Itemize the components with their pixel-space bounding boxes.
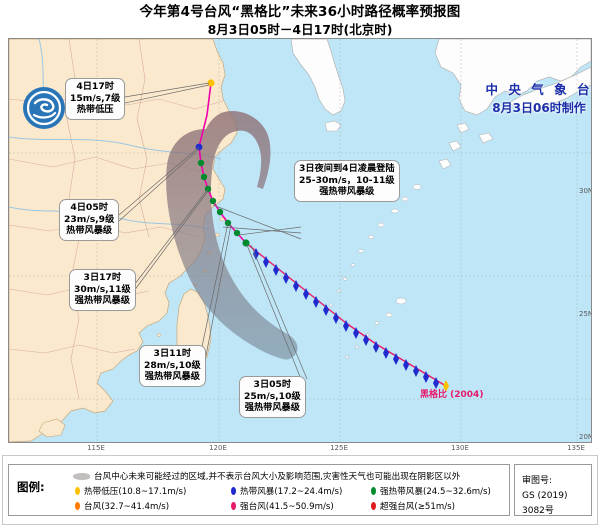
lon-tick-130e: 130E: [451, 444, 469, 452]
callout-intensity: 15m/s,7级: [70, 92, 121, 104]
legend-dot-icon: [231, 502, 236, 510]
island-japan-small1: [456, 122, 470, 134]
callout-time: 3日05时: [253, 379, 292, 390]
legend-dot-icon: [371, 487, 376, 495]
legend-dot-icon: [75, 502, 80, 510]
callout-leader-lines: [118, 82, 308, 380]
legend-item-severe-tropical-storm: 强热带风暴(24.5~32.6m/s): [371, 485, 491, 497]
lat-tick-25n: 25N: [579, 310, 591, 318]
map-inner: 中 央 气 象 台 8月3日06时制作 黑格比 (2004) 4日17时 15m…: [9, 39, 591, 442]
landfall-line1: 3日夜间到4日凌晨登陆: [299, 163, 395, 174]
typhoon-name-label: 黑格比 (2004): [420, 387, 483, 400]
legend-cone-note: 台风中心未来可能经过的区域,并不表示台风大小及影响范围,灾害性天气也可能出现在阴…: [73, 470, 460, 482]
callout-time: 4日17时: [76, 81, 114, 92]
lon-tick-115e: 115E: [87, 444, 105, 452]
cma-watermark-line1: 中 央 气 象 台: [485, 82, 591, 97]
callout-fcst-4d05[interactable]: 4日05时 23m/s,9级 热带风暴级: [59, 199, 120, 241]
track-origin-point: [443, 380, 449, 392]
typhoon-code-text: (2004): [450, 390, 484, 400]
legend-dot-icon: [75, 487, 80, 495]
legend-item-severe-typhoon: 强台风(41.5~50.9m/s): [231, 500, 334, 512]
legend-item-typhoon: 台风(32.7~41.4m/s): [75, 500, 169, 512]
callout-category: 热带低压: [76, 104, 114, 115]
lon-tick-120e: 120E: [209, 444, 227, 452]
page-title: 今年第4号台风“黑格比”未来36小时路径概率预报图: [139, 4, 461, 20]
island-japan-small4: [438, 158, 452, 170]
cma-watermark: 中 央 气 象 台 8月3日06时制作: [477, 79, 591, 116]
map-graphics: [9, 39, 591, 442]
callout-category: 强热带风暴级: [74, 295, 130, 306]
ryukyu-islands: [329, 184, 422, 359]
island-japan-small2: [478, 132, 494, 144]
map-approval-panel: 审图号: GS (2019) 3082号: [514, 464, 592, 516]
legend-item-label: 热带风暴(17.2~24.4m/s): [240, 487, 343, 497]
landfall-line3: 强热带风暴级: [319, 186, 375, 197]
legend-item-tropical-storm: 热带风暴(17.2~24.4m/s): [231, 485, 342, 497]
legend-item-label: 热带低压(10.8~17.1m/s): [84, 487, 187, 497]
landmass-hainan: [38, 418, 66, 438]
legend-item-label: 超强台风(≥51m/s): [380, 502, 455, 512]
cone-swatch-icon: [73, 473, 90, 480]
callout-fcst-4d17[interactable]: 4日17时 15m/s,7级 热带低压: [65, 78, 126, 120]
lon-tick-125e: 125E: [330, 444, 348, 452]
legend-panel: 图例: 台风中心未来可能经过的区域,并不表示台风大小及影响范围,灾害性天气也可能…: [8, 464, 510, 516]
callout-landfall-note[interactable]: 3日夜间到4日凌晨登陆 25-30m/s，10-11级 强热带风暴级: [294, 160, 400, 202]
map-canvas[interactable]: 中 央 气 象 台 8月3日06时制作 黑格比 (2004) 4日17时 15m…: [8, 38, 592, 443]
legend-dot-icon: [371, 502, 376, 510]
landmass-japan-honshu: [508, 66, 591, 112]
lat-tick-30n: 30N: [579, 187, 591, 195]
callout-intensity: 23m/s,9级: [64, 213, 115, 225]
forecast-probability-cone: [166, 111, 298, 360]
callout-category: 强热带风暴级: [244, 402, 300, 413]
legend-title: 图例:: [17, 480, 45, 494]
cma-watermark-line2: 8月3日06时制作: [492, 101, 586, 115]
lon-tick-135e: 135E: [567, 444, 585, 452]
landmass-korea: [290, 39, 346, 116]
callout-obs-3d05[interactable]: 3日05时 25m/s,10级 强热带风暴级: [239, 376, 306, 418]
approval-label: 审图号:: [522, 476, 553, 486]
lat-tick-20n: 20N: [579, 433, 591, 441]
page-title-block: 今年第4号台风“黑格比”未来36小时路径概率预报图 8月3日05时－4日17时(…: [0, 4, 600, 38]
callout-time: 4日05时: [70, 202, 108, 213]
legend-item-label: 台风(32.7~41.4m/s): [84, 502, 170, 512]
callout-intensity: 25m/s,10级: [244, 390, 301, 402]
legend-item-tropical-depression: 热带低压(10.8~17.1m/s): [75, 485, 186, 497]
callout-category: 热带风暴级: [66, 225, 113, 236]
callout-fcst-3d11[interactable]: 3日11时 28m/s,10级 强热带风暴级: [139, 345, 206, 387]
callout-intensity: 30m/s,11级: [74, 283, 131, 295]
callout-fcst-3d17[interactable]: 3日17时 30m/s,11级 强热带风暴级: [69, 269, 136, 311]
approval-number: GS (2019) 3082号: [522, 491, 568, 516]
landfall-line2: 25-30m/s，10-11级: [299, 174, 395, 186]
legend-item-label: 强台风(41.5~50.9m/s): [240, 502, 334, 512]
callout-time: 3日11时: [153, 348, 192, 359]
longitude-axis: 115E 120E 125E 130E 135E: [8, 444, 592, 458]
landmass-japan-kyushu: [434, 39, 591, 116]
typhoon-name-text: 黑格比: [420, 390, 448, 400]
legend-dot-icon: [231, 487, 236, 495]
legend-item-super-typhoon: 超强台风(≥51m/s): [371, 500, 455, 512]
observed-track-points: [253, 248, 439, 389]
legend-item-label: 强热带风暴(24.5~32.6m/s): [380, 487, 491, 497]
island-jeju: [324, 120, 342, 132]
graticule: [9, 39, 591, 442]
callout-time: 3日17时: [83, 272, 122, 283]
callout-category: 强热带风暴级: [144, 371, 200, 382]
legend-cone-note-text: 台风中心未来可能经过的区域,并不表示台风大小及影响范围,灾害性天气也可能出现在阴…: [94, 472, 461, 482]
callout-intensity: 28m/s,10级: [144, 359, 201, 371]
page-subtitle: 8月3日05时－4日17时(北京时): [207, 22, 393, 37]
cma-logo-icon: [23, 87, 65, 129]
